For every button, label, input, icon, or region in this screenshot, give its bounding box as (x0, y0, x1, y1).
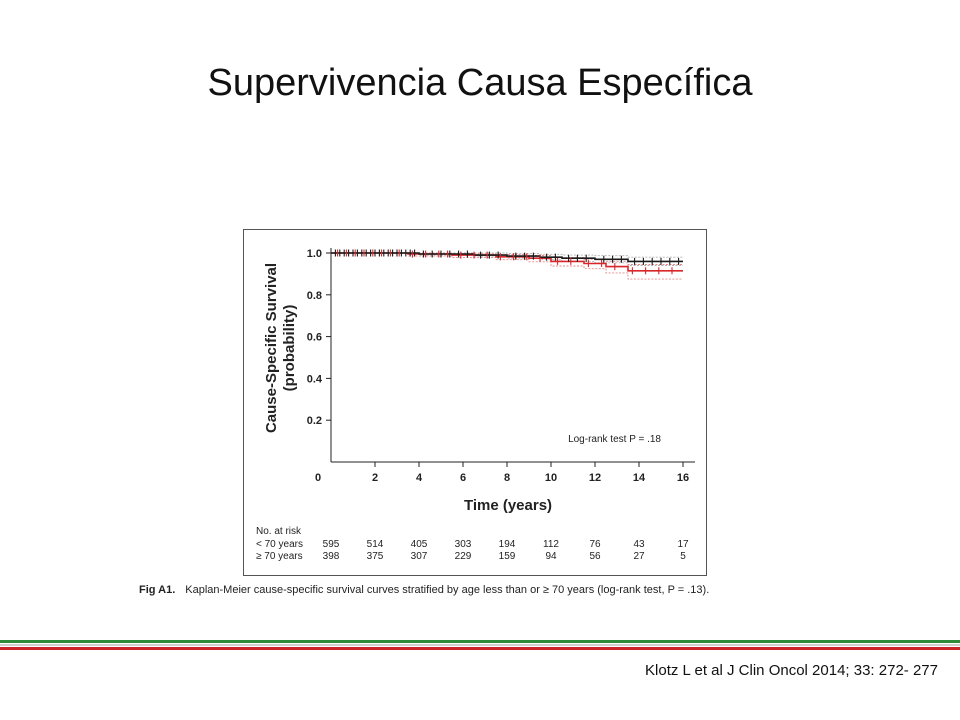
risk-value: 43 (633, 539, 645, 550)
risk-value: 229 (455, 551, 472, 562)
censor-marks (334, 249, 680, 275)
x-origin-label: 0 (315, 472, 321, 484)
risk-value: 514 (367, 539, 384, 550)
risk-value: 27 (633, 551, 645, 562)
x-tick-label: 12 (589, 472, 601, 484)
footer-line-green (0, 640, 960, 643)
risk-value: 5 (680, 551, 686, 562)
figure-frame: 0.2 0.4 0.6 0.8 1.0 2 4 6 8 10 12 14 16 0 Log-rank … (243, 229, 707, 576)
risk-value: 56 (589, 551, 601, 562)
x-tick-label: 8 (504, 472, 510, 484)
risk-row-label: < 70 years (256, 539, 303, 550)
footer-line-red (0, 647, 960, 650)
risk-value: 303 (455, 539, 472, 550)
risk-value: 194 (499, 539, 516, 550)
chart-axes (330, 248, 695, 463)
risk-value: 76 (589, 539, 601, 550)
log-rank-annotation: Log-rank test P = .18 (568, 434, 661, 445)
risk-row-label: ≥ 70 years (256, 551, 303, 562)
y-axis-label: Cause-Specific Survival (probability) (263, 263, 298, 433)
ci-lower-70-plus (331, 252, 683, 280)
y-tick-label: 1.0 (307, 248, 322, 260)
x-tick-label: 2 (372, 472, 378, 484)
figure-caption-label: Fig A1. (139, 584, 176, 596)
x-axis-label: Time (years) (464, 497, 552, 514)
x-ticks: 2 4 6 8 10 12 14 16 (372, 462, 689, 484)
risk-value: 405 (411, 539, 428, 550)
x-tick-label: 4 (416, 472, 423, 484)
risk-value: 159 (499, 551, 516, 562)
risk-value: 398 (323, 551, 340, 562)
y-axis-label-line2: (probability) (281, 305, 298, 392)
x-tick-label: 10 (545, 472, 557, 484)
risk-value: 17 (677, 539, 689, 550)
y-ticks: 0.2 0.4 0.6 0.8 1.0 (307, 248, 331, 427)
footer-line-gray (0, 644, 960, 646)
x-tick-label: 16 (677, 472, 689, 484)
km-chart: 0.2 0.4 0.6 0.8 1.0 2 4 6 8 10 12 14 16 0 Log-rank … (256, 248, 695, 562)
x-tick-label: 6 (460, 472, 466, 484)
y-tick-label: 0.2 (307, 415, 322, 427)
citation: Klotz L et al J Clin Oncol 2014; 33: 272… (645, 662, 938, 679)
risk-value: 307 (411, 551, 428, 562)
figure-caption-text: Kaplan-Meier cause-specific survival cur… (185, 584, 710, 596)
figure-caption: Fig A1. Kaplan-Meier cause-specific survi… (139, 584, 899, 596)
risk-table-title: No. at risk (256, 526, 302, 537)
y-tick-label: 0.4 (307, 373, 323, 385)
x-tick-label: 14 (633, 472, 646, 484)
footer-divider (0, 640, 960, 654)
risk-value: 112 (543, 539, 559, 550)
y-axis-label-line1: Cause-Specific Survival (263, 263, 280, 433)
risk-table: No. at risk < 70 years 595 514 405 303 194 112… (256, 526, 689, 562)
y-tick-label: 0.8 (307, 290, 322, 302)
risk-value: 94 (545, 551, 557, 562)
risk-value: 375 (367, 551, 384, 562)
y-tick-label: 0.6 (307, 332, 322, 344)
risk-value: 595 (323, 539, 340, 550)
slide-title: Supervivencia Causa Específica (207, 62, 753, 104)
